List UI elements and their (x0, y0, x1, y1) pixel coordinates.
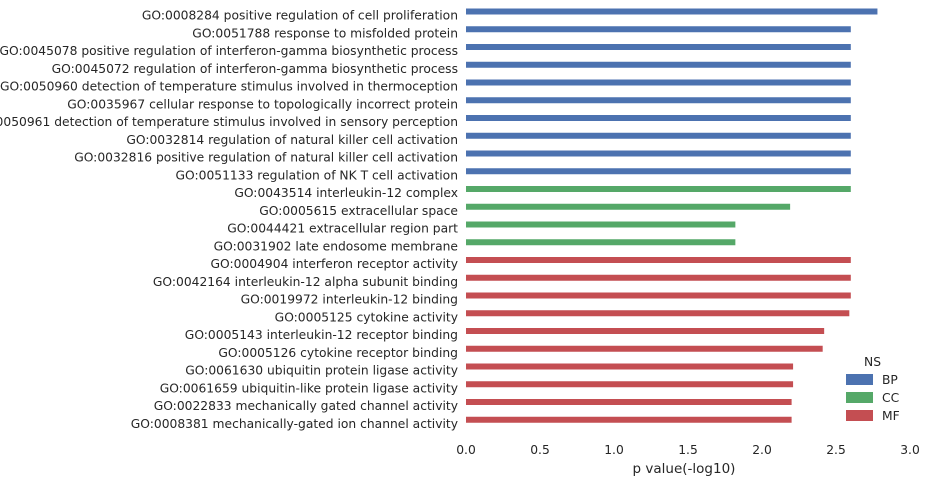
bar-19 (466, 328, 825, 334)
category-label-11: GO:0043514 interleukin-12 complex (234, 186, 458, 200)
x-axis-label: p value(-log10) (633, 461, 736, 477)
bar-11 (466, 186, 851, 192)
bar-4 (466, 61, 851, 68)
bar-18 (466, 310, 850, 317)
bar-21 (466, 363, 794, 370)
bar-16 (466, 274, 851, 281)
category-label-23: GO:0022833 mechanically gated channel ac… (154, 399, 458, 413)
category-label-10: GO:0051133 regulation of NK T cell activ… (176, 168, 459, 182)
legend-swatch-cc (846, 392, 873, 403)
category-label-22: GO:0061659 ubiquitin-like protein ligase… (160, 381, 458, 395)
category-label-12: GO:0005615 extracellular space (259, 204, 458, 218)
bar-14 (466, 239, 736, 246)
bar-23 (466, 399, 792, 405)
category-label-18: GO:0005125 cytokine activity (275, 310, 458, 324)
x-tick-label-2: 0.5 (530, 443, 550, 457)
category-label-6: GO:0035967 cellular response to topologi… (67, 97, 458, 111)
bar-24 (466, 416, 792, 423)
category-label-4: GO:0045072 regulation of interferon-gamm… (52, 62, 458, 76)
category-label-9: GO:0032816 positive regulation of natura… (74, 151, 458, 165)
bar-12 (466, 203, 791, 210)
category-label-24: GO:0008381 mechanically-gated ion channe… (131, 417, 458, 431)
x-tick-label-1: 0.0 (456, 443, 476, 457)
x-tick-label-4: 1.5 (678, 443, 698, 457)
legend-swatch-bp (846, 374, 873, 385)
category-label-3: GO:0045078 positive regulation of interf… (0, 44, 458, 58)
category-label-19: GO:0005143 interleukin-12 receptor bindi… (185, 328, 458, 342)
category-label-1: GO:0008284 positive regulation of cell p… (142, 9, 458, 23)
legend: NS BP CC MF (846, 355, 900, 423)
category-label-2: GO:0051788 response to misfolded protein (192, 26, 458, 40)
bar-10 (466, 168, 851, 175)
category-label-5: GO:0050960 detection of temperature stim… (0, 80, 458, 94)
bar-3 (466, 44, 851, 50)
legend-swatch-mf (846, 410, 873, 421)
category-label-17: GO:0019972 interleukin-12 binding (241, 293, 458, 307)
legend-label-mf: MF (882, 409, 900, 423)
category-label-21: GO:0061630 ubiquitin protein ligase acti… (185, 364, 458, 378)
bars-layer (466, 8, 878, 423)
legend-label-bp: BP (882, 373, 898, 387)
x-tick-label-3: 1.0 (604, 443, 624, 457)
bar-8 (466, 132, 851, 139)
category-label-16: GO:0042164 interleukin-12 alpha subunit … (153, 275, 458, 289)
bar-1 (466, 8, 878, 15)
x-tick-label-5: 2.0 (752, 443, 772, 457)
category-label-8: GO:0032814 regulation of natural killer … (126, 133, 458, 147)
bar-5 (466, 79, 851, 86)
bar-22 (466, 381, 794, 388)
category-label-7: GO:0050961 detection of temperature stim… (0, 115, 458, 129)
category-label-13: GO:0044421 extracellular region part (227, 222, 458, 236)
bar-9 (466, 150, 851, 157)
bar-13 (466, 221, 736, 228)
legend-title: NS (864, 355, 881, 369)
bar-7 (466, 115, 851, 121)
bar-6 (466, 97, 851, 104)
bar-20 (466, 345, 823, 352)
category-label-20: GO:0005126 cytokine receptor binding (218, 346, 458, 360)
category-label-15: GO:0004904 interferon receptor activity (211, 257, 459, 271)
legend-label-cc: CC (882, 391, 899, 405)
bar-15 (466, 257, 851, 263)
bar-17 (466, 292, 851, 299)
category-label-14: GO:0031902 late endosome membrane (214, 239, 458, 253)
category-labels: GO:0008284 positive regulation of cell p… (0, 9, 458, 431)
x-tick-label-6: 2.5 (826, 443, 846, 457)
x-tick-label-7: 3.0 (900, 443, 920, 457)
bar-2 (466, 26, 851, 33)
x-tick-labels: 0.0 0.5 1.0 1.5 2.0 2.5 3.0 (456, 443, 920, 457)
